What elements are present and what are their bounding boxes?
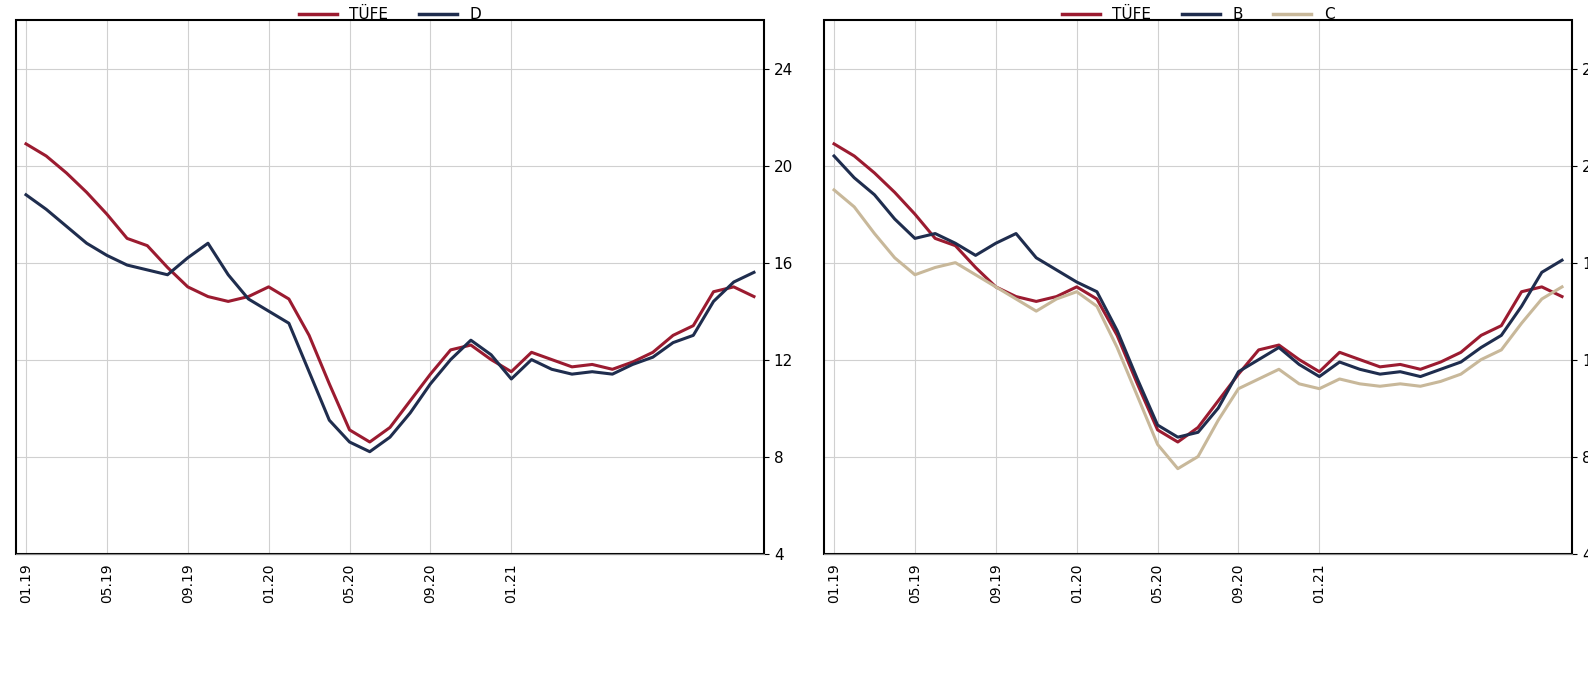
Bar bbox=[16, 20, 764, 554]
Bar bbox=[824, 20, 1572, 554]
Legend: TÜFE, D: TÜFE, D bbox=[292, 1, 488, 28]
Legend: TÜFE, B, C: TÜFE, B, C bbox=[1056, 1, 1340, 28]
